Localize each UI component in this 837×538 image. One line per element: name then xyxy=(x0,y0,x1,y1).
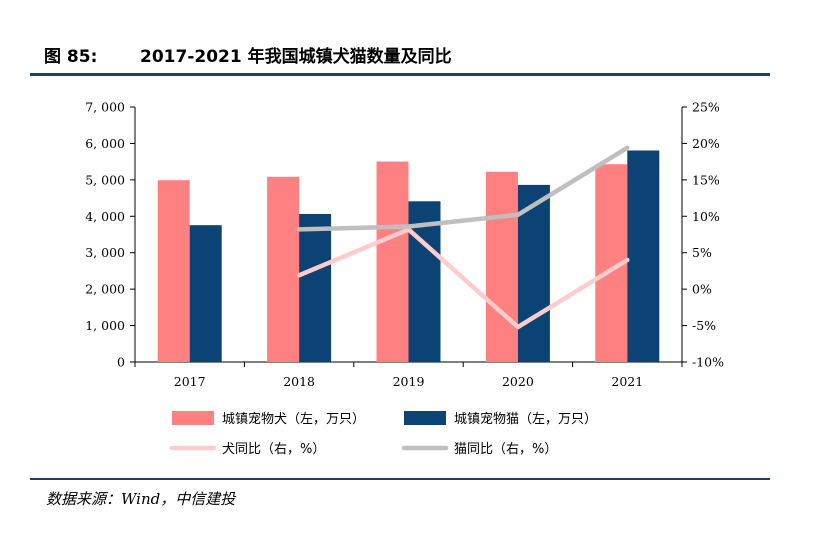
left-tick-label: 1, 000 xyxy=(85,318,125,333)
dog-bar xyxy=(157,180,190,362)
left-tick-label: 2, 000 xyxy=(85,282,125,297)
chart: 0 1, 000 2, 000 3, 000 4, 000 5, 000 6, 000 7, … xyxy=(85,100,724,458)
figure-number: 图 85: xyxy=(44,47,98,67)
header-rule xyxy=(30,73,770,76)
cat-bar xyxy=(517,184,550,362)
dog-bar xyxy=(267,176,300,362)
figure-title: 2017-2021 年我国城镇犬猫数量及同比 xyxy=(140,47,452,67)
dog-bar xyxy=(376,161,409,362)
legend-label: 城镇宠物犬（左，万只） xyxy=(222,411,365,427)
legend-label: 犬同比（右，%） xyxy=(222,442,325,457)
right-tick-label: 5% xyxy=(692,245,712,260)
right-tick-label: 25% xyxy=(692,100,720,115)
left-tick-label: 6, 000 xyxy=(85,136,125,151)
legend-swatch xyxy=(172,411,214,425)
right-tick-label: -5% xyxy=(692,318,716,333)
figure-header: 图 85: 2017-2021 年我国城镇犬猫数量及同比 xyxy=(30,38,770,70)
left-tick-label: 0 xyxy=(117,355,125,370)
legend-label: 猫同比（右，%） xyxy=(454,442,557,457)
dog-bar xyxy=(485,171,518,362)
right-tick-label: 10% xyxy=(692,209,720,224)
x-tick-label: 2017 xyxy=(174,374,206,389)
right-tick-label: -10% xyxy=(692,355,724,370)
cat-yoy-line xyxy=(296,145,630,232)
legend-label: 城镇宠物猫（左，万只） xyxy=(454,411,597,427)
x-tick-label: 2020 xyxy=(502,374,534,389)
dog-yoy-line xyxy=(296,227,630,330)
source-note: 数据来源：Wind，中信建投 xyxy=(46,490,236,508)
cat-bar xyxy=(189,225,222,362)
x-tick-label: 2018 xyxy=(283,374,315,389)
x-tick-label: 2021 xyxy=(611,374,643,389)
left-tick-label: 7, 000 xyxy=(85,100,125,115)
left-tick-label: 4, 000 xyxy=(85,209,125,224)
left-tick-label: 3, 000 xyxy=(85,245,125,260)
right-tick-label: 15% xyxy=(692,172,720,187)
right-tick-label: 0% xyxy=(692,282,712,297)
cat-bar xyxy=(627,150,660,362)
footer-rule xyxy=(30,478,770,480)
x-tick-label: 2019 xyxy=(393,374,425,389)
legend-swatch xyxy=(404,411,446,425)
left-tick-label: 5, 000 xyxy=(85,172,125,187)
cat-bar xyxy=(299,213,332,362)
right-tick-label: 20% xyxy=(692,136,720,151)
